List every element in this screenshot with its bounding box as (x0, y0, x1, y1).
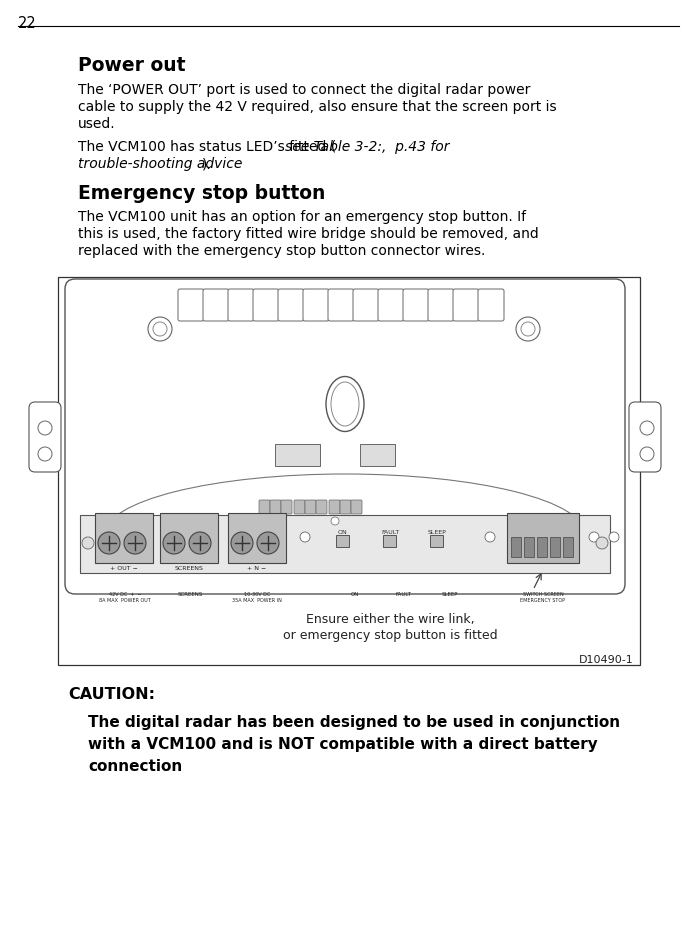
Circle shape (257, 532, 279, 554)
Bar (336, 535, 349, 547)
Circle shape (38, 421, 52, 435)
Circle shape (163, 532, 185, 554)
Bar (430, 535, 443, 547)
Bar (95, 513, 153, 563)
Text: CAUTION:: CAUTION: (68, 687, 155, 702)
Text: 22: 22 (18, 16, 37, 31)
Bar (160, 513, 218, 563)
Bar (360, 444, 395, 466)
Circle shape (485, 532, 495, 542)
Text: 10-30V DC
35A MAX  POWER IN: 10-30V DC 35A MAX POWER IN (232, 592, 282, 603)
Circle shape (609, 532, 619, 542)
FancyBboxPatch shape (353, 289, 379, 321)
Ellipse shape (326, 376, 364, 432)
Text: SLEEP: SLEEP (442, 592, 458, 597)
Text: replaced with the emergency stop button connector wires.: replaced with the emergency stop button … (78, 244, 485, 258)
Text: FAULT: FAULT (381, 530, 399, 535)
Text: ON: ON (351, 592, 359, 597)
Text: ON: ON (338, 530, 348, 535)
Circle shape (589, 532, 599, 542)
FancyBboxPatch shape (29, 402, 61, 472)
Circle shape (98, 532, 120, 554)
Text: connection: connection (88, 759, 182, 774)
Circle shape (82, 537, 94, 549)
FancyBboxPatch shape (629, 402, 661, 472)
Circle shape (148, 317, 172, 341)
Text: + OUT −: + OUT − (110, 566, 138, 571)
Bar (511, 537, 521, 557)
Bar (228, 513, 286, 563)
Text: SCREENS: SCREENS (177, 592, 203, 597)
Bar (537, 537, 547, 557)
Text: D10490-1: D10490-1 (579, 655, 634, 665)
Text: Emergency stop button: Emergency stop button (78, 184, 325, 203)
Circle shape (153, 322, 167, 336)
FancyBboxPatch shape (340, 500, 351, 514)
Text: this is used, the factory fitted wire bridge should be removed, and: this is used, the factory fitted wire br… (78, 227, 539, 241)
Text: The ‘POWER OUT’ port is used to connect the digital radar power: The ‘POWER OUT’ port is used to connect … (78, 83, 530, 97)
Bar (58, 277, 640, 665)
Circle shape (300, 532, 310, 542)
Bar (524, 537, 534, 557)
Text: or emergency stop button is fitted: or emergency stop button is fitted (283, 629, 498, 642)
Text: SCREENS: SCREENS (174, 566, 204, 571)
FancyBboxPatch shape (178, 289, 204, 321)
Bar (275, 444, 320, 466)
FancyBboxPatch shape (305, 500, 316, 514)
Ellipse shape (331, 382, 359, 426)
Text: ).: ). (202, 157, 212, 171)
Circle shape (231, 532, 253, 554)
Circle shape (331, 517, 339, 525)
Text: Power out: Power out (78, 56, 185, 75)
Text: see Table 3-2:,  p.43 for: see Table 3-2:, p.43 for (285, 140, 450, 154)
Text: The VCM100 has status LED’s fitted (: The VCM100 has status LED’s fitted ( (78, 140, 336, 154)
Text: with a VCM100 and is NOT compatible with a direct battery: with a VCM100 and is NOT compatible with… (88, 737, 598, 752)
Circle shape (640, 447, 654, 461)
Text: The digital radar has been designed to be used in conjunction: The digital radar has been designed to b… (88, 715, 620, 730)
Circle shape (640, 421, 654, 435)
Bar (550, 537, 560, 557)
Circle shape (124, 532, 146, 554)
Bar (80, 515, 610, 573)
Text: Ensure either the wire link,: Ensure either the wire link, (306, 613, 475, 626)
Text: FAULT: FAULT (395, 592, 411, 597)
Circle shape (38, 447, 52, 461)
FancyBboxPatch shape (259, 500, 270, 514)
FancyBboxPatch shape (270, 500, 281, 514)
Circle shape (521, 322, 535, 336)
FancyBboxPatch shape (203, 289, 229, 321)
FancyBboxPatch shape (228, 289, 254, 321)
Circle shape (516, 317, 540, 341)
Text: cable to supply the 42 V required, also ensure that the screen port is: cable to supply the 42 V required, also … (78, 100, 557, 114)
FancyBboxPatch shape (478, 289, 504, 321)
FancyBboxPatch shape (403, 289, 429, 321)
Text: SWITCH SCREEN
EMERGENCY STOP: SWITCH SCREEN EMERGENCY STOP (521, 592, 565, 603)
Text: SLEEP: SLEEP (428, 530, 446, 535)
FancyBboxPatch shape (253, 289, 279, 321)
FancyBboxPatch shape (453, 289, 479, 321)
FancyBboxPatch shape (378, 289, 404, 321)
Text: used.: used. (78, 117, 116, 131)
FancyBboxPatch shape (294, 500, 305, 514)
FancyBboxPatch shape (281, 500, 292, 514)
FancyBboxPatch shape (65, 279, 625, 594)
Circle shape (596, 537, 608, 549)
FancyBboxPatch shape (316, 500, 327, 514)
Circle shape (189, 532, 211, 554)
FancyBboxPatch shape (278, 289, 304, 321)
Bar (563, 537, 573, 557)
Text: trouble-shooting advice: trouble-shooting advice (78, 157, 243, 171)
FancyBboxPatch shape (351, 500, 362, 514)
Bar (383, 535, 396, 547)
Text: The VCM100 unit has an option for an emergency stop button. If: The VCM100 unit has an option for an eme… (78, 210, 526, 224)
FancyBboxPatch shape (328, 289, 354, 321)
Bar (507, 513, 579, 563)
Text: 42V DC  +  −
8A MAX  POWER OUT: 42V DC + − 8A MAX POWER OUT (99, 592, 151, 603)
Text: + N −: + N − (247, 566, 267, 571)
FancyBboxPatch shape (303, 289, 329, 321)
FancyBboxPatch shape (428, 289, 454, 321)
FancyBboxPatch shape (329, 500, 340, 514)
